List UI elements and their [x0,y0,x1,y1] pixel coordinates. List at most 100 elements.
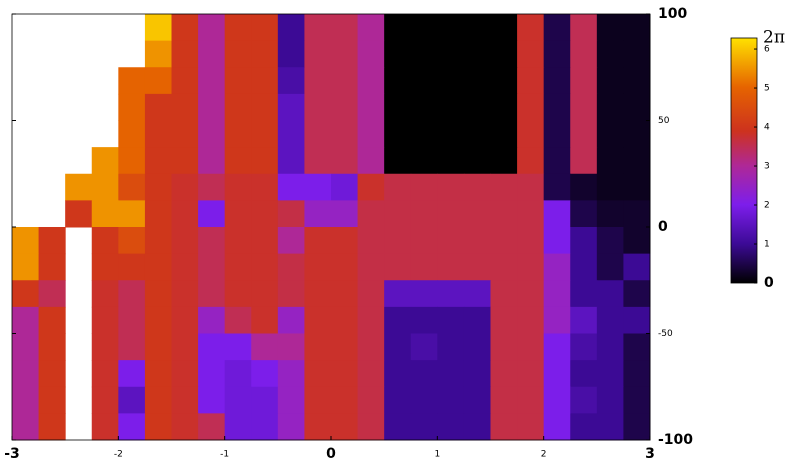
heatmap-cell [277,333,305,361]
heatmap-cell [543,280,571,308]
heatmap-cell [384,227,412,255]
heatmap-cell [198,253,226,281]
heatmap-cell [38,386,66,414]
heatmap-cell [118,93,146,121]
heatmap-cell [437,147,465,175]
heatmap-cell [570,200,598,228]
heatmap-cell [543,200,571,228]
heatmap-cell [12,227,40,255]
heatmap-cell [384,333,412,361]
heatmap-cell [384,200,412,228]
heatmap-cell [623,413,651,441]
heatmap-cell [357,200,385,228]
heatmap-cell [144,120,172,148]
heatmap-cell [570,386,598,414]
heatmap-cell [463,40,491,68]
heatmap-cell [463,93,491,121]
heatmap-cell [543,120,571,148]
heatmap-cell [277,280,305,308]
heatmap-cell [384,147,412,175]
heatmap-cell [251,40,279,68]
heatmap-cell [490,306,518,334]
heatmap-cell [570,14,598,42]
heatmap-cell [91,280,119,308]
y-tick-label: 50 [658,116,670,126]
heatmap-cell [198,280,226,308]
heatmap-cell [570,360,598,388]
heatmap-cell [304,93,332,121]
heatmap-cell [490,14,518,42]
heatmap-cell [251,333,279,361]
heatmap-cell [463,306,491,334]
heatmap-cell [410,280,438,308]
heatmap-cell [171,227,199,255]
heatmap-cell [277,120,305,148]
heatmap-cell [623,93,651,121]
heatmap-cell [543,67,571,95]
heatmap-cell [570,120,598,148]
heatmap-cell [224,386,252,414]
heatmap-cell [596,147,624,175]
heatmap-cell [384,280,412,308]
heatmap-cell [277,413,305,441]
heatmap-cell [437,120,465,148]
heatmap-cell [304,386,332,414]
heatmap-cell [357,93,385,121]
heatmap-cell [331,40,359,68]
heatmap-cell [38,413,66,441]
heatmap-cell [331,173,359,201]
heatmap-cell [543,360,571,388]
y-tick-label: -100 [658,432,693,448]
heatmap-cell [331,386,359,414]
heatmap-cell [570,227,598,255]
heatmap-cell [623,40,651,68]
heatmap-cell [91,200,119,228]
heatmap-cell [490,413,518,441]
heatmap-cell [570,413,598,441]
heatmap-cell [224,40,252,68]
heatmap-cell [118,280,146,308]
heatmap-cell [91,147,119,175]
heatmap-cell [304,413,332,441]
heatmap-cell [277,200,305,228]
heatmap-cell [596,40,624,68]
heatmap-cell [570,40,598,68]
heatmap-cell [410,120,438,148]
heatmap-cell [171,386,199,414]
heatmap-cell [357,67,385,95]
heatmap-cell [490,200,518,228]
heatmap-cell [91,333,119,361]
heatmap-cell [517,200,545,228]
heatmap-cell [171,120,199,148]
heatmap-cell [224,67,252,95]
y-tick-label: 100 [658,6,687,22]
heatmap-cell [91,253,119,281]
heatmap-cell [144,40,172,68]
heatmap-cell [543,40,571,68]
heatmap-cell [38,360,66,388]
heatmap-cell [224,93,252,121]
heatmap-cell [277,173,305,201]
heatmap-cell [304,67,332,95]
heatmap-cell [623,14,651,42]
heatmap-cell [490,227,518,255]
heatmap-cell [543,386,571,414]
heatmap-cell [517,360,545,388]
heatmap-cell [251,67,279,95]
heatmap-cell [596,253,624,281]
heatmap-cell [224,306,252,334]
heatmap-cell [224,173,252,201]
heatmap-cell [384,413,412,441]
heatmap-cell [251,14,279,42]
heatmap-cell [331,67,359,95]
heatmap-cell [623,200,651,228]
heatmap-cell [171,200,199,228]
heatmap-cell [437,280,465,308]
heatmap-cell [357,147,385,175]
heatmap-cell [463,333,491,361]
heatmap-cell [251,173,279,201]
heatmap-cell [224,333,252,361]
heatmap-cell [38,333,66,361]
heatmap-cell [38,253,66,281]
heatmap-cell [118,67,146,95]
